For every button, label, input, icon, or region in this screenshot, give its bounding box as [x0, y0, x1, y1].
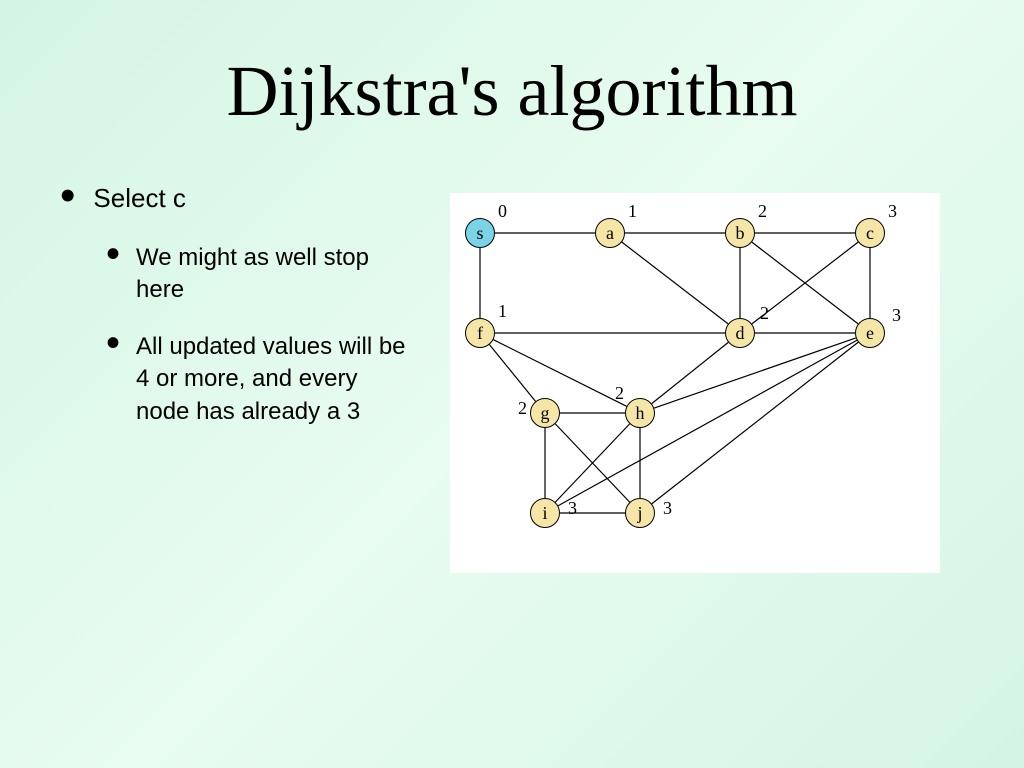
graph-node-label-b: 2	[758, 201, 767, 222]
graph-node-d: d	[725, 318, 755, 348]
content-row: • Select c • We might as well stop here …	[0, 183, 1024, 603]
bullet-main-text: Select c	[93, 183, 186, 214]
graph-node-b: b	[725, 218, 755, 248]
graph-node-label-i: 3	[568, 498, 577, 519]
graph-node-a: a	[595, 218, 625, 248]
graph-node-label-e: 3	[892, 305, 901, 326]
graph-node-g: g	[530, 398, 560, 428]
graph-node-label-f: 1	[498, 301, 507, 322]
graph-node-e: e	[855, 318, 885, 348]
bullet-dot-icon: •	[60, 183, 75, 209]
bullet-sub-text: All updated values will be 4 or more, an…	[136, 331, 416, 428]
graph-diagram: s0a1b2c3f1d2e3g2h2i3j3	[440, 183, 960, 603]
graph-node-label-s: 0	[498, 201, 507, 222]
page-title: Dijkstra's algorithm	[0, 0, 1024, 133]
graph-node-i: i	[530, 498, 560, 528]
graph-node-label-c: 3	[888, 201, 897, 222]
bullet-sub-text: We might as well stop here	[136, 242, 416, 307]
bullet-sub-1: • All updated values will be 4 or more, …	[106, 331, 440, 428]
graph-node-c: c	[855, 218, 885, 248]
graph-node-f: f	[465, 318, 495, 348]
graph-node-label-d: 2	[760, 303, 769, 324]
graph-node-label-h: 2	[615, 383, 624, 404]
graph-node-label-g: 2	[518, 398, 527, 419]
bullet-list: • Select c • We might as well stop here …	[0, 183, 440, 603]
graph-node-j: j	[625, 498, 655, 528]
bullet-main: • Select c	[60, 183, 440, 214]
bullet-dot-icon: •	[106, 242, 120, 266]
graph-node-h: h	[625, 398, 655, 428]
bullet-sub-0: • We might as well stop here	[106, 242, 440, 307]
graph-node-label-a: 1	[628, 201, 637, 222]
graph-node-s: s	[465, 218, 495, 248]
bullet-dot-icon: •	[106, 331, 120, 355]
graph-node-label-j: 3	[663, 498, 672, 519]
